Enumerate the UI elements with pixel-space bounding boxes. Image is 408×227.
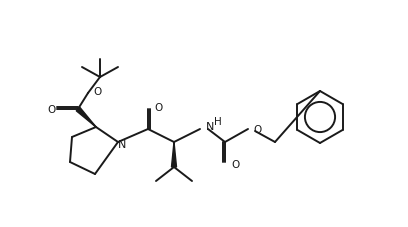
Text: N: N bbox=[118, 139, 126, 149]
Text: O: O bbox=[231, 159, 239, 169]
Polygon shape bbox=[76, 108, 96, 127]
Text: O: O bbox=[154, 103, 162, 113]
Text: N: N bbox=[206, 121, 214, 131]
Text: H: H bbox=[214, 116, 222, 126]
Text: O: O bbox=[93, 87, 101, 96]
Polygon shape bbox=[171, 142, 177, 167]
Text: O: O bbox=[253, 124, 261, 134]
Text: O: O bbox=[47, 105, 55, 114]
